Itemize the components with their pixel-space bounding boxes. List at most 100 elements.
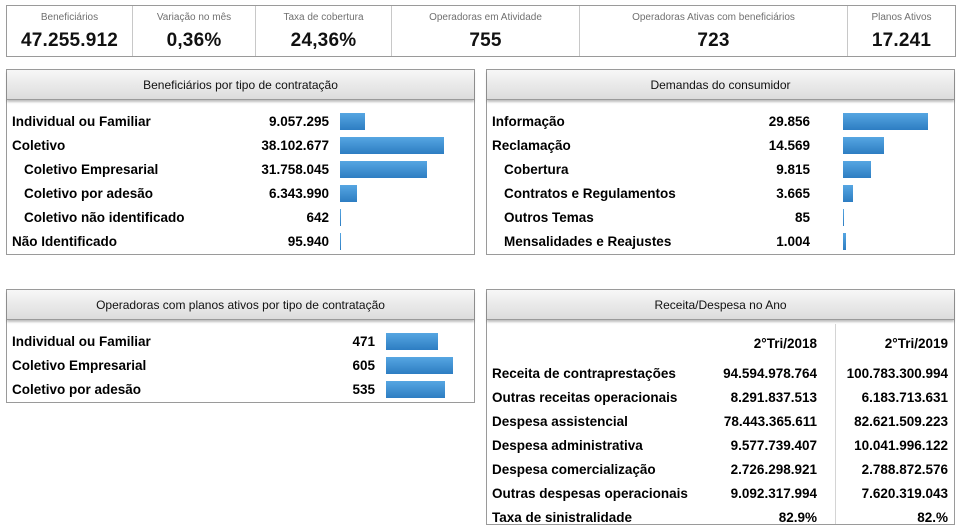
row-value: 1.004 <box>776 234 810 249</box>
value-bar <box>386 333 438 350</box>
column-header: 2°Tri/2019 <box>884 336 948 351</box>
value-bar <box>386 381 445 398</box>
demandas-rows: Informação 29.856 Reclamação 14.569 Cobertur… <box>487 100 954 254</box>
row-label: Outros Temas <box>504 210 594 225</box>
cell-2019: 7.620.319.043 <box>861 486 948 501</box>
kpi-variacao: Variação no mês 0,36% <box>133 6 256 56</box>
table-header: 2°Tri/2018 2°Tri/2019 <box>487 332 954 362</box>
operadoras-panel: Operadoras com planos ativos por tipo de… <box>6 289 475 403</box>
row-value: 29.856 <box>768 114 810 129</box>
row-label: Contratos e Regulamentos <box>504 186 676 201</box>
kpi-label: Operadoras Ativas com beneficiários <box>632 12 795 23</box>
cell-2018: 82.9% <box>778 510 817 525</box>
row-label: Despesa administrativa <box>492 438 643 453</box>
kpi-label: Planos Ativos <box>871 12 932 23</box>
value-bar <box>843 209 844 226</box>
row-label: Despesa comercialização <box>492 462 656 477</box>
panel-title: Beneficiários por tipo de contratação <box>7 70 474 100</box>
table-row: Outras receitas operacionais 8.291.837.51… <box>487 386 954 410</box>
row-label: Informação <box>492 114 565 129</box>
table-row: Não Identificado 95.940 <box>7 230 474 254</box>
kpi-label: Variação no mês <box>156 12 232 23</box>
kpi-value: 0,36% <box>166 30 222 51</box>
row-value: 605 <box>352 358 375 373</box>
receita-despesa-panel: Receita/Despesa no Ano 2°Tri/2018 2°Tri/… <box>486 289 955 525</box>
table-row: Coletivo não identificado 642 <box>7 206 474 230</box>
row-label: Taxa de sinistralidade <box>492 510 633 525</box>
table-row: Mensalidades e Reajustes 1.004 <box>487 230 954 254</box>
panel-title: Receita/Despesa no Ano <box>487 290 954 320</box>
cell-2018: 78.443.365.611 <box>723 414 817 429</box>
value-bar <box>340 113 365 130</box>
value-bar <box>386 357 453 374</box>
kpi-label: Beneficiários <box>40 12 99 23</box>
kpi-operadoras-ativas: Operadoras Ativas com beneficiários 723 <box>580 6 848 56</box>
row-value: 31.758.045 <box>261 162 329 177</box>
value-bar <box>843 185 853 202</box>
table-row: Reclamação 14.569 <box>487 134 954 158</box>
row-label: Outras receitas operacionais <box>492 390 678 405</box>
row-value: 38.102.677 <box>261 138 329 153</box>
table-row: Contratos e Regulamentos 3.665 <box>487 182 954 206</box>
value-bar <box>340 209 341 226</box>
kpi-label: Taxa de cobertura <box>283 12 364 23</box>
row-label: Reclamação <box>492 138 571 153</box>
kpi-value: 755 <box>469 30 502 51</box>
row-label: Coletivo por adesão <box>12 382 142 397</box>
table-row: Coletivo Empresarial 605 <box>7 354 474 378</box>
value-bar <box>843 233 846 250</box>
demandas-panel: Demandas do consumidor Informação 29.856 R… <box>486 69 955 255</box>
kpi-value: 17.241 <box>871 30 932 51</box>
beneficiarios-panel: Beneficiários por tipo de contratação In… <box>6 69 475 255</box>
cell-2019: 10.041.996.122 <box>854 438 948 453</box>
cell-2018: 9.092.317.994 <box>730 486 817 501</box>
cell-2019: 82.% <box>917 510 948 525</box>
kpi-value: 723 <box>697 30 730 51</box>
table-row: Receita de contraprestações 94.594.978.76… <box>487 362 954 386</box>
kpi-label: Operadoras em Atividade <box>429 12 542 23</box>
column-header: 2°Tri/2018 <box>753 336 817 351</box>
row-value: 85 <box>794 210 810 225</box>
table-row: Coletivo 38.102.677 <box>7 134 474 158</box>
row-value: 642 <box>306 210 329 225</box>
row-label: Coletivo <box>12 138 66 153</box>
row-value: 95.940 <box>287 234 329 249</box>
row-label: Coletivo não identificado <box>24 210 185 225</box>
table-row: Despesa administrativa 9.577.739.407 10.04… <box>487 434 954 458</box>
cell-2019: 82.621.509.223 <box>854 414 948 429</box>
row-label: Coletivo Empresarial <box>12 358 147 373</box>
value-bar <box>843 113 928 130</box>
row-value: 3.665 <box>776 186 810 201</box>
kpi-planos-ativos: Planos Ativos 17.241 <box>848 6 955 56</box>
kpi-operadoras-atividade: Operadoras em Atividade 755 <box>392 6 580 56</box>
table-row: Coletivo Empresarial 31.758.045 <box>7 158 474 182</box>
row-label: Coletivo Empresarial <box>24 162 159 177</box>
row-value: 471 <box>352 334 375 349</box>
receita-rows: Receita de contraprestações 94.594.978.76… <box>487 362 954 527</box>
row-label: Outras despesas operacionais <box>492 486 688 501</box>
table-row: Taxa de sinistralidade 82.9% 82.% <box>487 506 954 527</box>
cell-2018: 2.726.298.921 <box>730 462 817 477</box>
value-bar <box>340 233 341 250</box>
operadoras-rows: Individual ou Familiar 471 Coletivo Empres… <box>7 320 474 402</box>
table-row: Despesa assistencial 78.443.365.611 82.621… <box>487 410 954 434</box>
row-value: 9.815 <box>776 162 810 177</box>
row-label: Receita de contraprestações <box>492 366 676 381</box>
cell-2019: 6.183.713.631 <box>861 390 948 405</box>
value-bar <box>340 185 357 202</box>
value-bar <box>843 161 871 178</box>
kpi-taxa-cobertura: Taxa de cobertura 24,36% <box>256 6 392 56</box>
cell-2018: 9.577.739.407 <box>730 438 817 453</box>
column-divider <box>835 324 836 524</box>
kpi-beneficiarios: Beneficiários 47.255.912 <box>7 6 133 56</box>
row-label: Não Identificado <box>12 234 118 249</box>
panel-title: Demandas do consumidor <box>487 70 954 100</box>
value-bar <box>843 137 884 154</box>
row-value: 14.569 <box>768 138 810 153</box>
kpi-value: 47.255.912 <box>20 30 119 51</box>
panel-title: Operadoras com planos ativos por tipo de… <box>7 290 474 320</box>
row-value: 535 <box>352 382 375 397</box>
cell-2019: 100.783.300.994 <box>846 366 948 381</box>
row-label: Coletivo por adesão <box>24 186 154 201</box>
table-row: Outros Temas 85 <box>487 206 954 230</box>
